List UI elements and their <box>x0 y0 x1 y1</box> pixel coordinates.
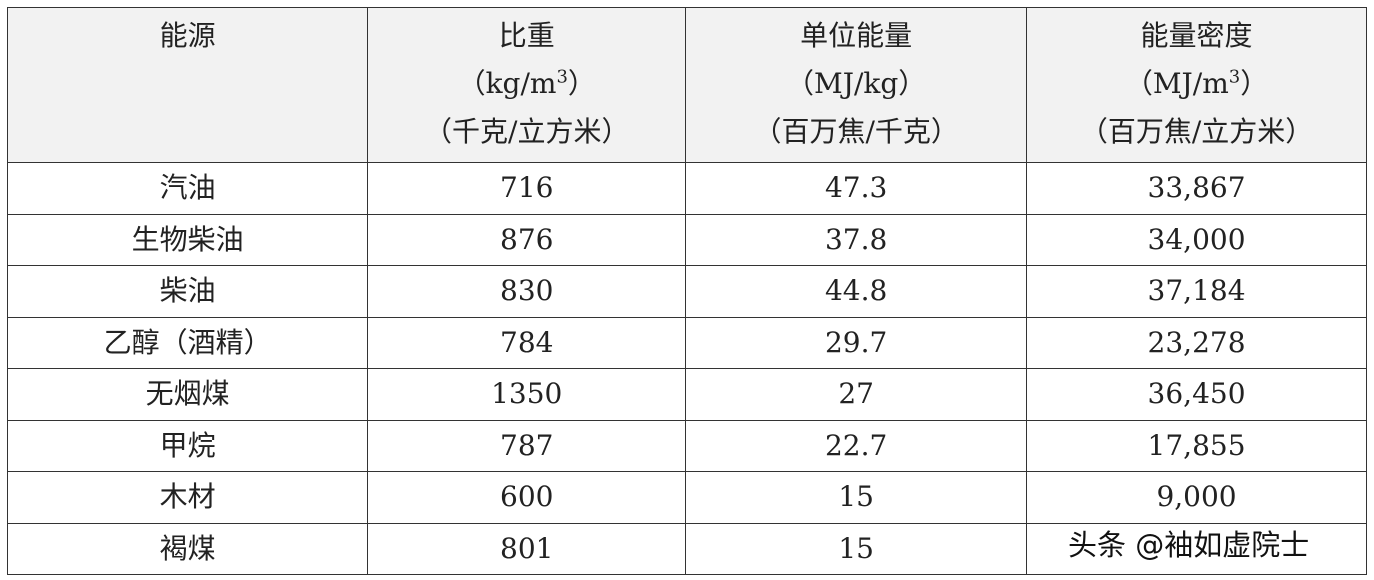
table-row: 甲烷 787 22.7 17,855 <box>6 419 1367 472</box>
table-cell: 乙醇（酒精） <box>6 316 369 369</box>
header-text: 比重 <box>498 19 555 52</box>
table-cell: 784 <box>367 316 687 369</box>
table-cell: 29.7 <box>685 316 1028 369</box>
header-line: （kg/m3） <box>368 60 685 108</box>
header-cell: 能量密度 （MJ/m3） （百万焦/立方米） <box>1026 7 1367 163</box>
table-cell: 34,000 <box>1026 213 1367 266</box>
table-cell: 830 <box>367 265 687 318</box>
table-row: 褐煤 801 15 <box>6 522 1367 575</box>
table-cell: 37,184 <box>1026 265 1367 318</box>
table-cell: 褐煤 <box>6 522 369 575</box>
header-text: （kg/m <box>457 67 557 100</box>
table-cell: 15 <box>685 522 1028 575</box>
table-row: 生物柴油 876 37.8 34,000 <box>6 213 1367 266</box>
table-cell <box>1026 522 1367 575</box>
header-row: 能源 比重 （kg/m3） （千克/立方米） 单位能量 （MJ/kg） （百万焦/千克） 能量… <box>6 7 1367 163</box>
header-text: ） <box>567 67 596 100</box>
header-cell: 比重 （kg/m3） （千克/立方米） <box>367 7 687 163</box>
header-text: （MJ/m <box>1124 67 1229 100</box>
table-cell: 716 <box>367 162 687 215</box>
header-text: ） <box>1240 67 1269 100</box>
superscript: 3 <box>1228 66 1241 88</box>
table-cell: 27 <box>685 368 1028 421</box>
table-cell: 1350 <box>367 368 687 421</box>
table-cell: 17,855 <box>1026 419 1367 472</box>
watermark: 头条 @袖如虚院士 <box>1068 528 1310 562</box>
header-text: 单位能量 <box>800 19 913 52</box>
header-line: 单位能量 <box>686 12 1026 60</box>
header-cell: 能源 <box>6 7 369 163</box>
header-line: 能量密度 <box>1027 12 1366 60</box>
header-line: （MJ/kg） <box>686 60 1026 108</box>
header-text: （MJ/kg） <box>786 67 927 100</box>
table-cell: 甲烷 <box>6 419 369 472</box>
energy-table: 能源 比重 （kg/m3） （千克/立方米） 单位能量 （MJ/kg） （百万焦/千克） 能量… <box>6 7 1367 575</box>
table-cell: 37.8 <box>685 213 1028 266</box>
header-line: （百万焦/千克） <box>686 108 1026 156</box>
table-cell: 9,000 <box>1026 471 1367 524</box>
table-row: 汽油 716 47.3 33,867 <box>6 162 1367 215</box>
table-cell: 无烟煤 <box>6 368 369 421</box>
table-row: 乙醇（酒精） 784 29.7 23,278 <box>6 316 1367 369</box>
table-cell: 787 <box>367 419 687 472</box>
table-cell: 33,867 <box>1026 162 1367 215</box>
header-line: （MJ/m3） <box>1027 60 1366 108</box>
table-cell: 23,278 <box>1026 316 1367 369</box>
header-line: 比重 <box>368 12 685 60</box>
table-cell: 36,450 <box>1026 368 1367 421</box>
header-text: 能量密度 <box>1140 19 1253 52</box>
table-cell: 15 <box>685 471 1028 524</box>
table-cell: 600 <box>367 471 687 524</box>
table-cell: 47.3 <box>685 162 1028 215</box>
table-cell: 876 <box>367 213 687 266</box>
table-row: 柴油 830 44.8 37,184 <box>6 265 1367 318</box>
table-cell: 木材 <box>6 471 369 524</box>
header-line: （百万焦/立方米） <box>1027 108 1366 156</box>
header-text: （百万焦/千克） <box>753 115 959 148</box>
header-text: （千克/立方米） <box>424 115 630 148</box>
header-text: （百万焦/立方米） <box>1079 115 1314 148</box>
header-line: （千克/立方米） <box>368 108 685 156</box>
table-cell: 生物柴油 <box>6 213 369 266</box>
table-row: 木材 600 15 9,000 <box>6 471 1367 524</box>
table-row: 无烟煤 1350 27 36,450 <box>6 368 1367 421</box>
table-cell: 801 <box>367 522 687 575</box>
header-cell: 单位能量 （MJ/kg） （百万焦/千克） <box>685 7 1028 163</box>
table-cell: 44.8 <box>685 265 1028 318</box>
table-cell: 汽油 <box>6 162 369 215</box>
header-text: 能源 <box>159 19 216 52</box>
superscript: 3 <box>556 66 568 88</box>
table-cell: 22.7 <box>685 419 1028 472</box>
table-cell: 柴油 <box>6 265 369 318</box>
header-line: 能源 <box>8 12 367 60</box>
